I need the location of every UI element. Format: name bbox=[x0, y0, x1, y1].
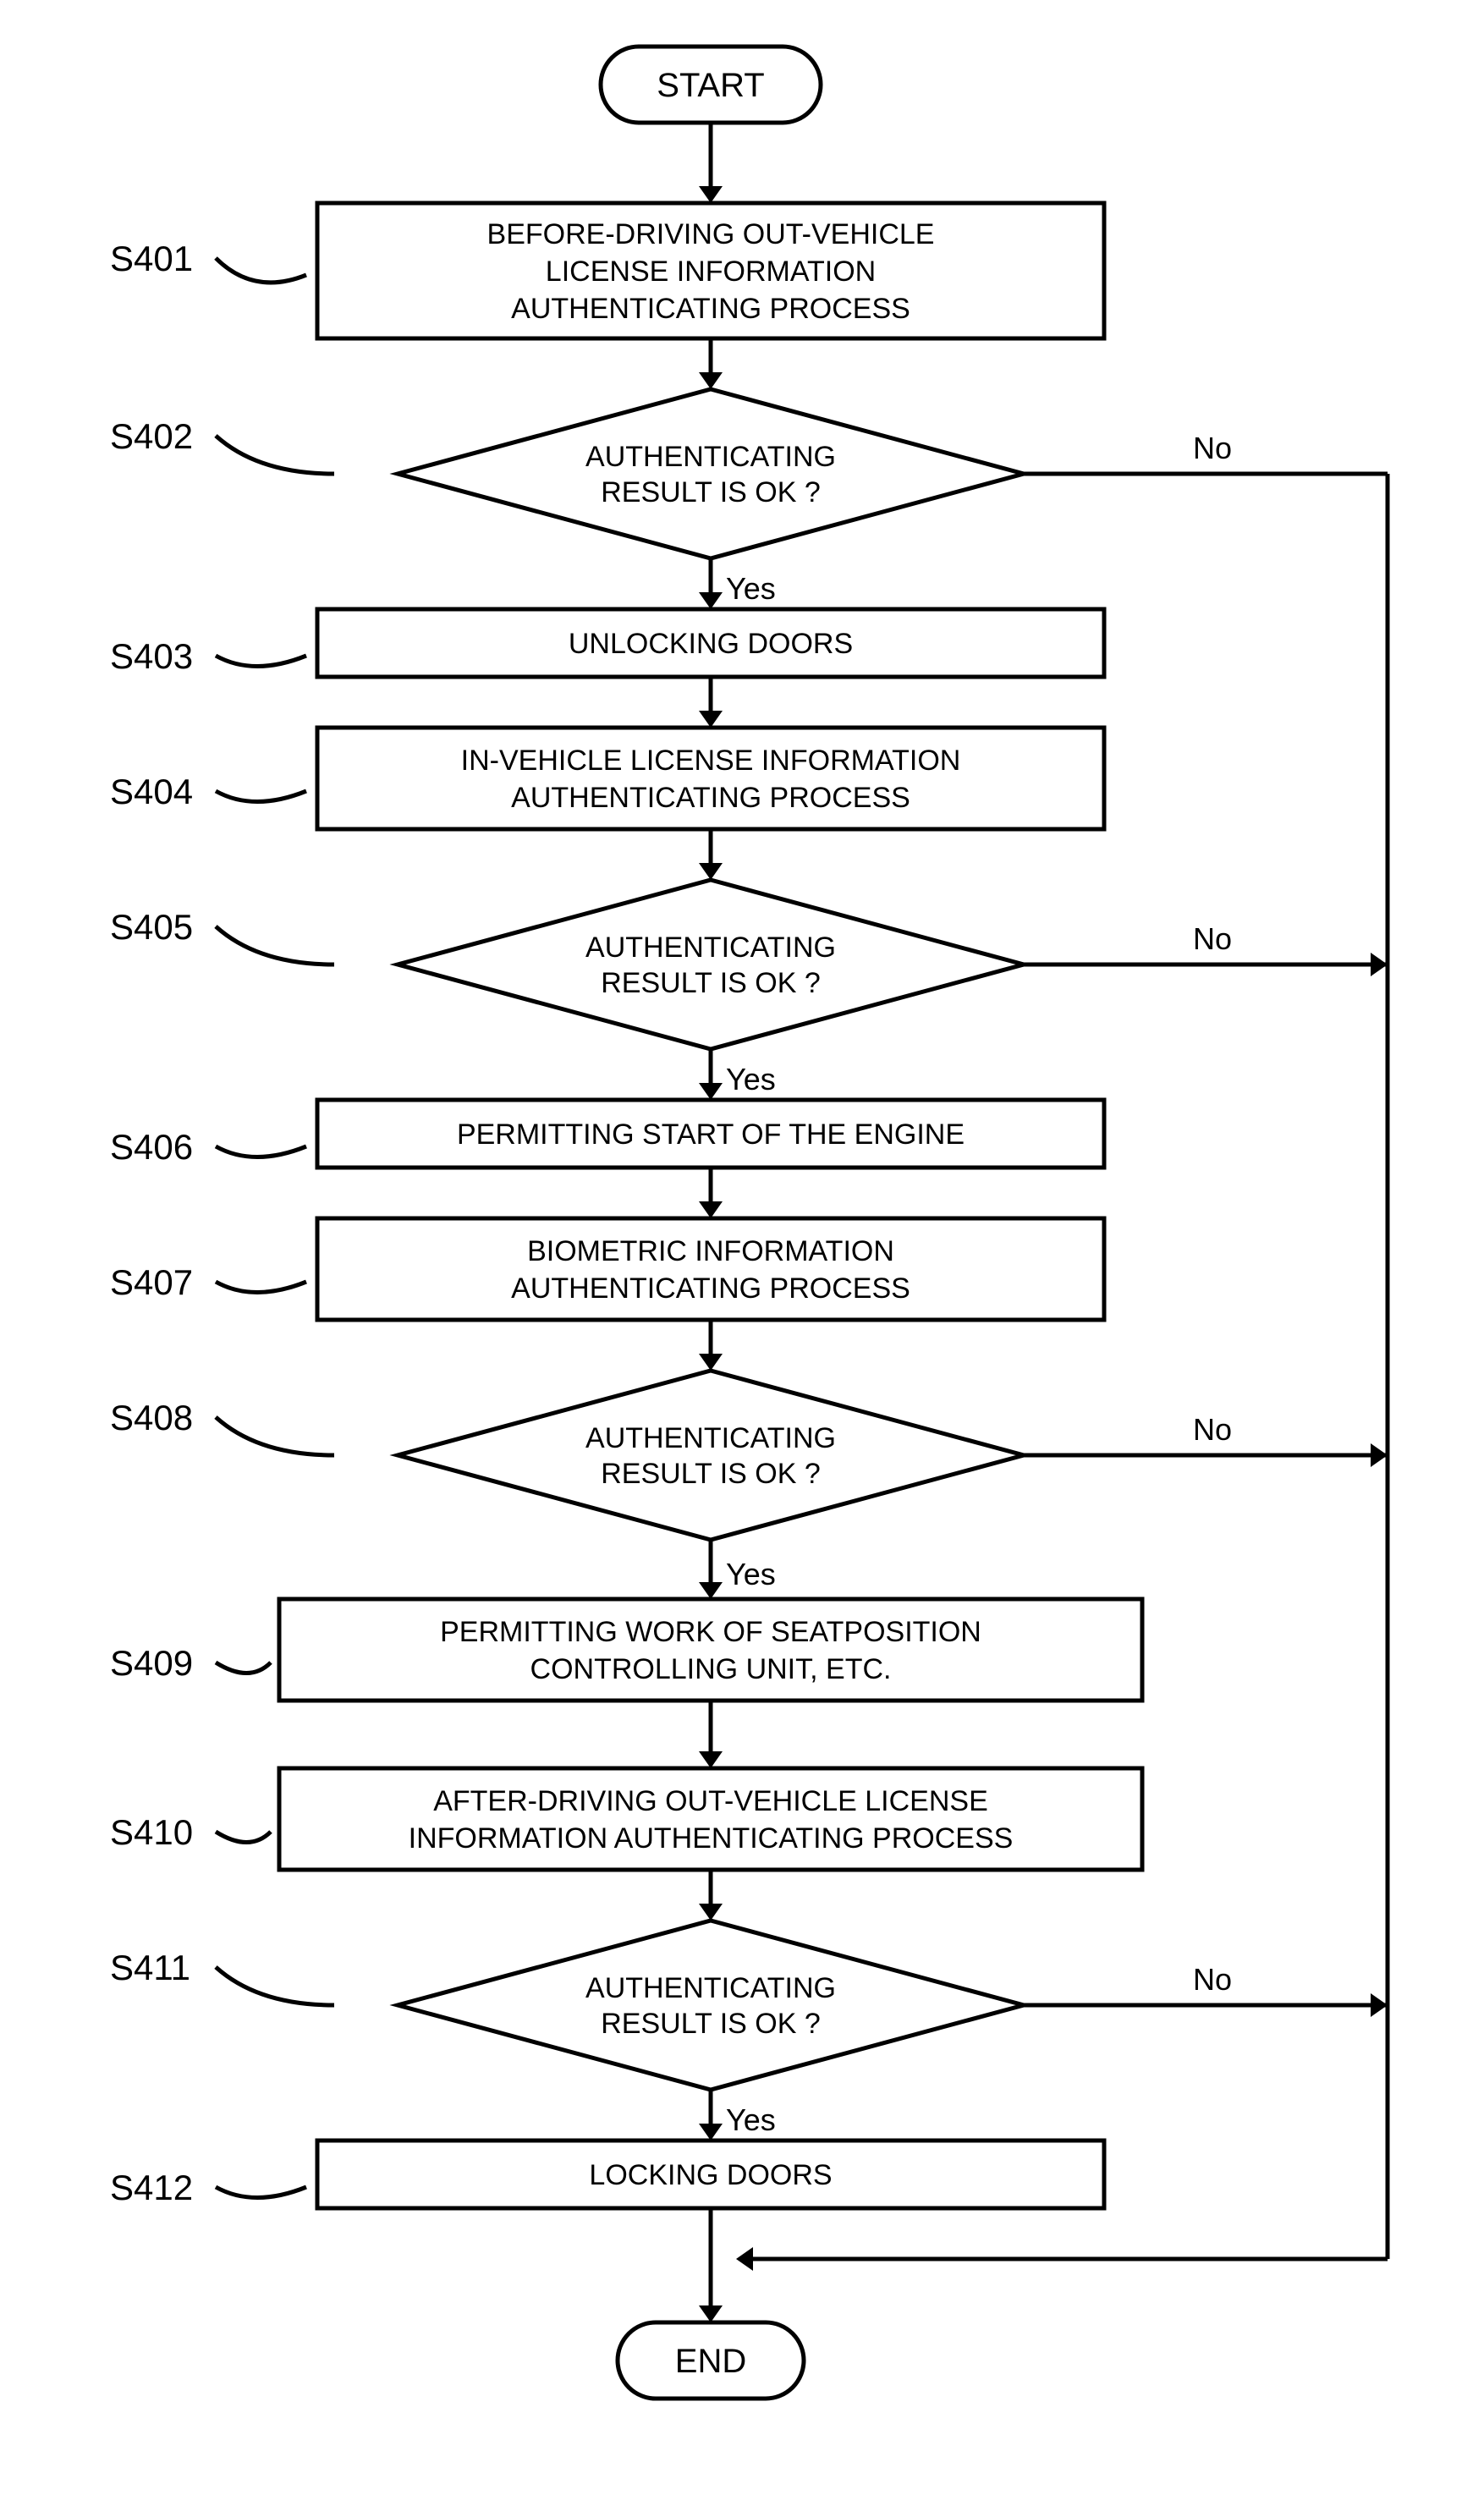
step-leader-S401 bbox=[216, 258, 306, 283]
svg-text:AUTHENTICATING PROCESS: AUTHENTICATING PROCESS bbox=[511, 293, 910, 325]
step-leader-S408 bbox=[216, 1417, 334, 1455]
step-label-S411: S411 bbox=[110, 1948, 190, 1987]
svg-text:PERMITTING WORK OF SEATPOSITIO: PERMITTING WORK OF SEATPOSITION bbox=[440, 1616, 981, 1648]
node-s410 bbox=[279, 1768, 1142, 1870]
edge-label-yes-s405: Yes bbox=[726, 1062, 776, 1096]
step-label-S406: S406 bbox=[110, 1127, 193, 1167]
svg-text:END: END bbox=[675, 2343, 746, 2380]
step-label-S407: S407 bbox=[110, 1262, 193, 1302]
svg-text:RESULT IS OK ?: RESULT IS OK ? bbox=[601, 1458, 821, 1490]
svg-text:PERMITTING START OF THE ENGINE: PERMITTING START OF THE ENGINE bbox=[457, 1118, 965, 1151]
svg-text:AUTHENTICATING: AUTHENTICATING bbox=[585, 1422, 836, 1454]
step-label-S403: S403 bbox=[110, 636, 193, 676]
step-label-S412: S412 bbox=[110, 2168, 193, 2207]
svg-text:IN-VEHICLE LICENSE INFORMATION: IN-VEHICLE LICENSE INFORMATION bbox=[461, 745, 961, 777]
svg-text:LOCKING DOORS: LOCKING DOORS bbox=[589, 2159, 832, 2191]
step-leader-S402 bbox=[216, 436, 334, 474]
svg-text:AUTHENTICATING: AUTHENTICATING bbox=[585, 1972, 836, 2004]
step-leader-S410 bbox=[216, 1832, 271, 1843]
node-s409 bbox=[279, 1599, 1142, 1701]
node-end: END bbox=[618, 2322, 804, 2399]
step-leader-S411 bbox=[216, 1967, 334, 2005]
step-label-S409: S409 bbox=[110, 1643, 193, 1683]
svg-text:AUTHENTICATING PROCESS: AUTHENTICATING PROCESS bbox=[511, 782, 910, 814]
node-start: START bbox=[601, 47, 821, 123]
step-leader-S412 bbox=[216, 2187, 306, 2198]
svg-text:START: START bbox=[657, 67, 764, 104]
node-s408 bbox=[398, 1371, 1024, 1540]
svg-text:AUTHENTICATING: AUTHENTICATING bbox=[585, 932, 836, 964]
step-leader-S403 bbox=[216, 656, 306, 667]
step-label-S410: S410 bbox=[110, 1812, 193, 1852]
flowchart-canvas: START BEFORE-DRIVING OUT-VEHICLE LICENSE I… bbox=[0, 0, 1484, 2506]
step-leader-S405 bbox=[216, 926, 334, 964]
step-leader-S404 bbox=[216, 791, 306, 802]
step-label-S408: S408 bbox=[110, 1398, 193, 1437]
node-s411 bbox=[398, 1921, 1024, 2090]
svg-text:RESULT IS OK ?: RESULT IS OK ? bbox=[601, 967, 821, 999]
edge-label-no-s405-txt: No bbox=[1193, 921, 1232, 956]
svg-text:LICENSE INFORMATION: LICENSE INFORMATION bbox=[546, 256, 876, 288]
step-label-S404: S404 bbox=[110, 772, 193, 811]
edge-label-no-s411-txt: No bbox=[1193, 1962, 1232, 1997]
node-s404 bbox=[317, 728, 1104, 829]
edge-label-no-s408-txt: No bbox=[1193, 1412, 1232, 1447]
svg-text:RESULT IS OK ?: RESULT IS OK ? bbox=[601, 2008, 821, 2040]
svg-text:BEFORE-DRIVING OUT-VEHICLE: BEFORE-DRIVING OUT-VEHICLE bbox=[487, 218, 935, 250]
svg-text:INFORMATION AUTHENTICATING PRO: INFORMATION AUTHENTICATING PROCESS bbox=[409, 1822, 1014, 1855]
svg-text:AUTHENTICATING: AUTHENTICATING bbox=[585, 441, 836, 473]
edge-label-yes-s408: Yes bbox=[726, 1557, 776, 1591]
svg-text:UNLOCKING DOORS: UNLOCKING DOORS bbox=[569, 628, 853, 660]
node-s405 bbox=[398, 880, 1024, 1049]
svg-text:AUTHENTICATING PROCESS: AUTHENTICATING PROCESS bbox=[511, 1272, 910, 1305]
step-leader-S409 bbox=[216, 1662, 271, 1673]
step-label-S402: S402 bbox=[110, 416, 193, 456]
step-label-S405: S405 bbox=[110, 907, 193, 947]
node-s407 bbox=[317, 1218, 1104, 1320]
node-s402 bbox=[398, 389, 1024, 558]
step-leader-S407 bbox=[216, 1282, 306, 1293]
svg-text:CONTROLLING UNIT, ETC.: CONTROLLING UNIT, ETC. bbox=[530, 1653, 892, 1685]
svg-text:BIOMETRIC INFORMATION: BIOMETRIC INFORMATION bbox=[527, 1235, 894, 1267]
svg-text:AFTER-DRIVING OUT-VEHICLE LICE: AFTER-DRIVING OUT-VEHICLE LICENSE bbox=[433, 1785, 988, 1817]
edge-label-yes-s402: Yes bbox=[726, 571, 776, 606]
step-leader-S406 bbox=[216, 1146, 306, 1157]
edge-label-no-s402-txt: No bbox=[1193, 431, 1232, 465]
svg-text:RESULT IS OK ?: RESULT IS OK ? bbox=[601, 476, 821, 508]
step-label-S401: S401 bbox=[110, 239, 193, 278]
edge-label-yes-s411: Yes bbox=[726, 2102, 776, 2137]
